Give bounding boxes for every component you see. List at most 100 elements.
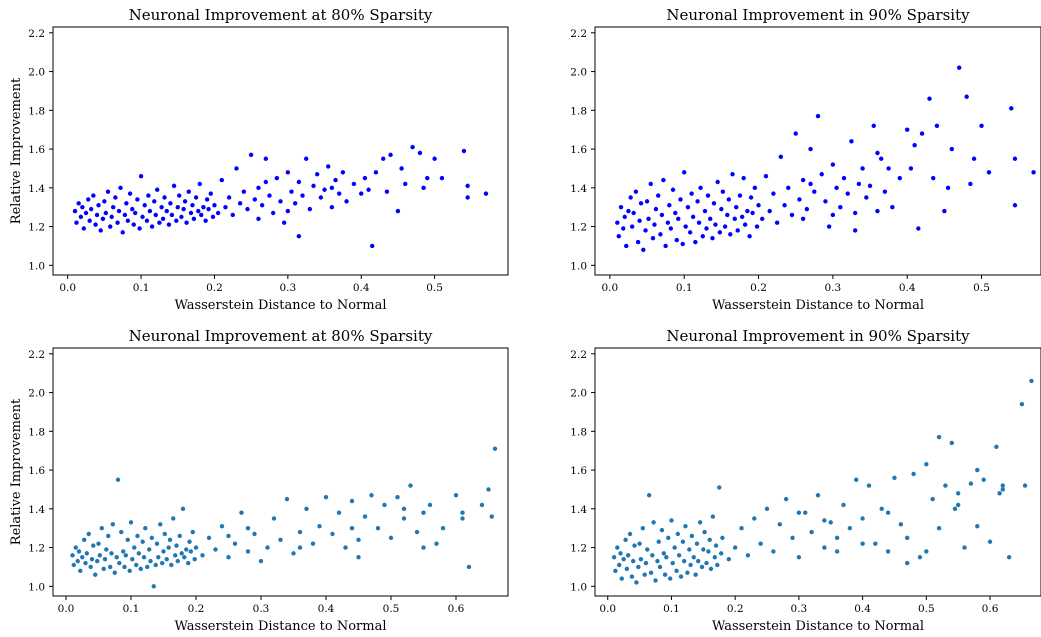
scatter-point [648,181,653,187]
scatter-point [742,222,748,227]
scatter-point [710,514,716,519]
scatter-point [661,551,667,556]
scatter-point [739,214,745,220]
scatter-point [621,226,626,231]
scatter-point [796,555,802,560]
scatter-point [767,208,772,214]
scatter-point [828,520,833,525]
scatter-point [95,558,100,564]
x-tick-label: 0.4 [854,603,871,615]
y-tick-label: 1.8 [28,426,45,438]
scatter-point [637,218,642,223]
scatter-point [878,156,884,161]
scatter-point [656,539,661,544]
scatter-point [76,549,82,554]
scatter-point [181,206,186,212]
scatter-point [927,96,932,101]
scatter-point [349,525,355,531]
y-tick-label: 1.6 [570,465,587,477]
scatter-point [675,531,681,537]
scatter-point [898,522,904,527]
scatter-point [968,181,973,187]
scatter-point [166,222,172,227]
scatter-point [745,208,750,214]
x-tick-label: 0.4 [353,282,370,294]
scatter-point [337,191,342,196]
scatter-point [121,549,126,554]
scatter-point [708,216,713,222]
scatter-point [790,535,795,541]
scatter-point [241,189,247,194]
scatter-point [1019,401,1025,407]
scatter-point [661,177,666,183]
scatter-point [206,206,211,212]
scatter-point [672,545,677,550]
scatter-point [453,493,459,498]
scatter-point [285,208,291,214]
scatter-point [616,234,621,239]
scatter-point [174,218,179,223]
scatter-point [670,560,675,566]
scatter-point [440,525,446,531]
y-tick-label: 1.8 [570,426,587,438]
scatter-point [1022,483,1028,488]
scatter-point [702,529,707,535]
scatter-point [864,195,869,200]
scatter-point [146,193,151,198]
scatter-point [841,175,847,181]
x-tick-label: 0.6 [982,603,999,615]
scatter-point [646,493,652,498]
scatter-point [278,537,283,543]
scatter-point [688,562,693,568]
scatter-point [193,195,199,200]
scatter-point [803,510,808,515]
y-tick-label: 1.8 [28,105,45,117]
scatter-point [401,516,407,521]
scatter-point [860,166,865,171]
scatter-point [421,510,426,515]
scatter-point [78,214,84,220]
scatter-point [401,506,407,512]
x-tick-label: 0.5 [918,603,935,615]
scatter-series [70,446,498,589]
scatter-point [132,210,138,216]
y-tick-label: 2.2 [570,28,587,40]
scatter-point [696,220,702,225]
scatter-point [628,195,633,200]
scatter-point [326,164,331,169]
y-tick-label: 2.2 [28,349,45,361]
scatter-point [421,185,426,191]
chart-title: Neuronal Improvement at 80% Sparsity [129,6,433,24]
scatter-point [323,494,329,500]
y-tick-label: 1.0 [28,260,45,272]
scatter-point [108,564,113,570]
scatter-point [668,226,674,231]
scatter-point [128,520,134,525]
scatter-point [849,139,854,144]
scatter-point [263,156,269,161]
x-tick-label: 0.5 [973,282,990,294]
scatter-point [722,224,728,229]
scatter-point [93,572,98,577]
scatter-point [245,549,251,554]
scatter-point [167,537,173,543]
scatter-point [777,522,782,527]
scatter-point [234,166,239,171]
scatter-point [778,154,784,160]
scatter-point [936,434,942,440]
scatter-point [826,224,832,229]
scatter-point [726,556,731,562]
scatter-series [615,65,1036,253]
scatter-point [666,535,671,541]
scatter-point [682,558,687,564]
scatter-point [322,187,327,192]
scatter-point [297,545,303,550]
scatter-point [667,203,672,208]
scatter-point [239,510,244,515]
scatter-point [615,545,620,550]
x-tick-label: 0.5 [426,282,443,294]
scatter-point [127,568,132,574]
scatter-point [685,570,690,575]
scatter-point [678,574,684,579]
scatter-point [329,204,335,210]
